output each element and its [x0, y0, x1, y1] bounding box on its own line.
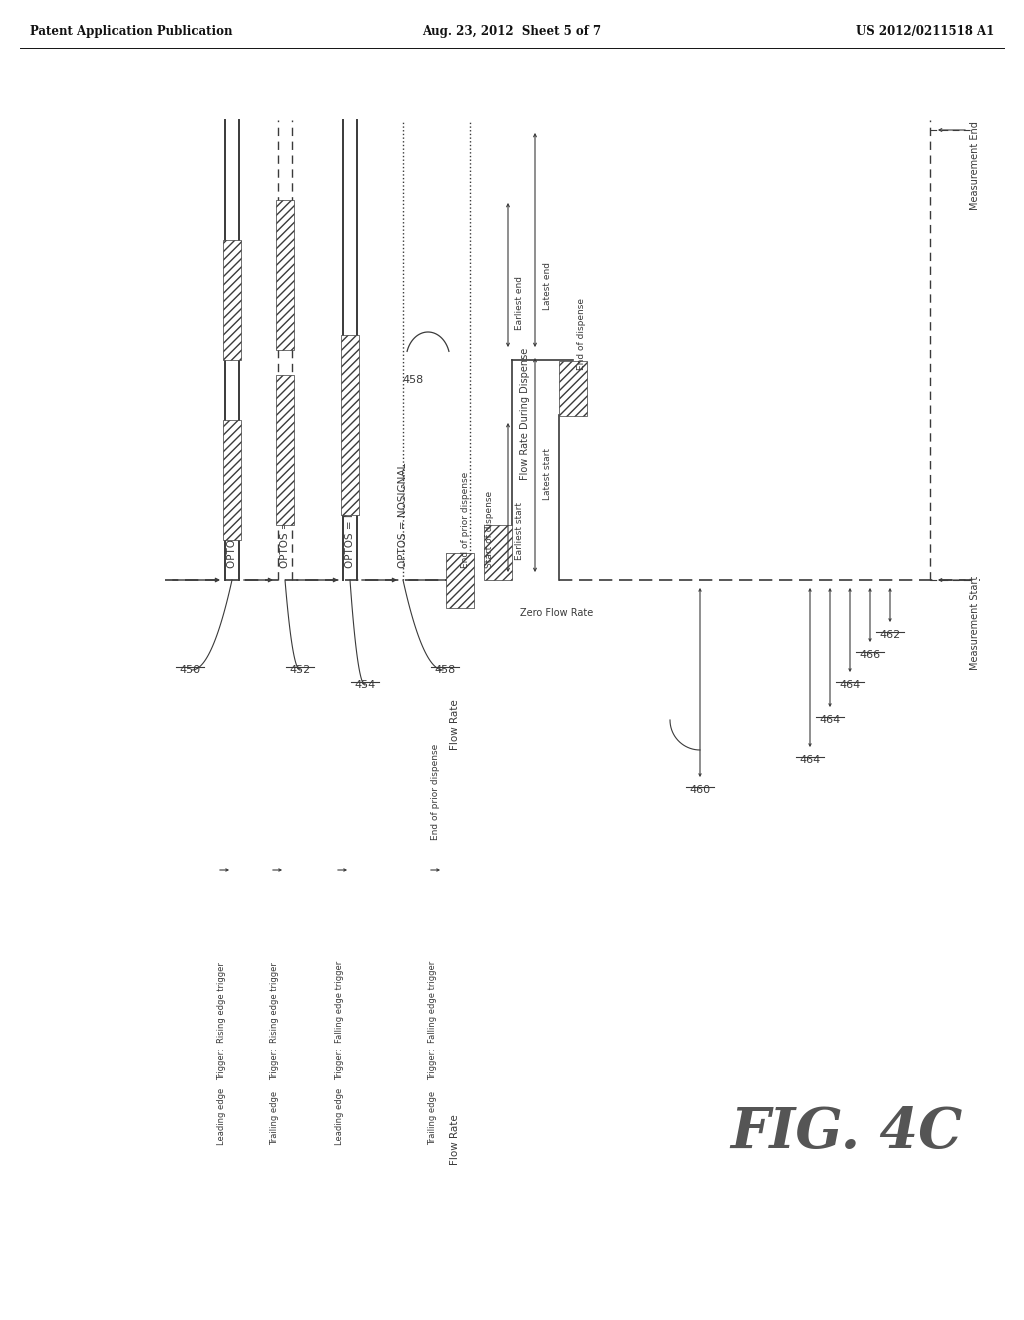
Text: Leading edge: Leading edge [217, 1088, 226, 1144]
Text: OPTOS = NOSIGNAL: OPTOS = NOSIGNAL [398, 463, 408, 568]
Text: Latest end: Latest end [543, 261, 552, 310]
Text: OPTOS = NOSIGNAL: OPTOS = NOSIGNAL [345, 463, 355, 568]
Bar [484, 524, 512, 579]
Text: Flow Rate: Flow Rate [450, 1114, 460, 1166]
Text: Earliest end: Earliest end [515, 276, 524, 330]
Text: Measurement Start: Measurement Start [970, 576, 980, 671]
Bar [276, 201, 294, 350]
Text: Flow Rate During Dispense: Flow Rate During Dispense [520, 347, 530, 480]
Text: Trigger:  Rising edge trigger: Trigger: Rising edge trigger [217, 962, 226, 1080]
Text: FIG. 4C: FIG. 4C [730, 1105, 963, 1160]
Text: OPTOS = SIGNAL: OPTOS = SIGNAL [227, 479, 237, 568]
Text: 458: 458 [434, 665, 456, 675]
Bar [223, 420, 241, 540]
Text: 450: 450 [179, 665, 201, 675]
Text: End of prior dispense: End of prior dispense [461, 471, 469, 568]
Text: End of dispense: End of dispense [577, 298, 586, 370]
Text: Patent Application Publication: Patent Application Publication [30, 25, 232, 38]
Text: US 2012/0211518 A1: US 2012/0211518 A1 [856, 25, 994, 38]
Bar [223, 240, 241, 360]
Text: 466: 466 [859, 649, 881, 660]
Text: 464: 464 [819, 715, 841, 725]
Text: Measurement End: Measurement End [970, 121, 980, 210]
Text: Flow Rate: Flow Rate [450, 700, 460, 750]
Text: 452: 452 [290, 665, 310, 675]
Text: Latest start: Latest start [543, 447, 552, 500]
Bar [446, 553, 474, 607]
Text: Earliest start: Earliest start [515, 502, 524, 560]
Text: 454: 454 [354, 680, 376, 690]
Bar [276, 375, 294, 525]
Text: Trigger:  Falling edge trigger: Trigger: Falling edge trigger [428, 961, 437, 1080]
Text: 458: 458 [402, 375, 424, 385]
Bar [341, 335, 359, 515]
Text: Trailing edge: Trailing edge [428, 1090, 437, 1144]
Text: Leading edge: Leading edge [336, 1088, 344, 1144]
Bar [559, 360, 587, 416]
Text: 462: 462 [880, 630, 901, 640]
Text: Aug. 23, 2012  Sheet 5 of 7: Aug. 23, 2012 Sheet 5 of 7 [423, 25, 601, 38]
Text: Zero Flow Rate: Zero Flow Rate [520, 609, 593, 618]
Text: Trigger:  Falling edge trigger: Trigger: Falling edge trigger [336, 961, 344, 1080]
Text: OPTOS = SIGNAL: OPTOS = SIGNAL [280, 479, 290, 568]
Text: 464: 464 [800, 755, 820, 766]
Text: Trailing edge: Trailing edge [270, 1090, 280, 1144]
Text: Trigger:  Rising edge trigger: Trigger: Rising edge trigger [270, 962, 280, 1080]
Text: End of prior dispense: End of prior dispense [430, 743, 439, 840]
Text: Start of dispense: Start of dispense [485, 491, 495, 568]
Text: 464: 464 [840, 680, 860, 690]
Text: 460: 460 [689, 785, 711, 795]
